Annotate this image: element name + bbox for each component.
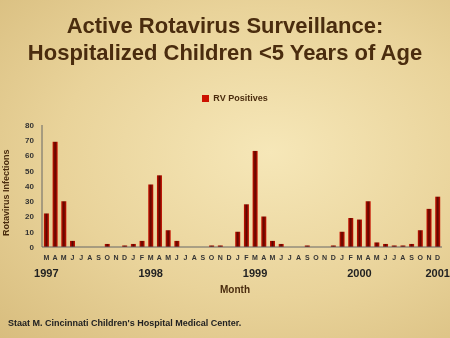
- svg-text:J: J: [340, 254, 344, 261]
- svg-text:M: M: [165, 254, 171, 261]
- svg-text:M: M: [61, 254, 67, 261]
- svg-text:20: 20: [25, 212, 34, 221]
- svg-text:N: N: [426, 254, 431, 261]
- svg-text:M: M: [148, 254, 154, 261]
- svg-text:A: A: [261, 254, 266, 261]
- svg-text:60: 60: [25, 151, 34, 160]
- svg-text:O: O: [104, 254, 110, 261]
- svg-text:J: J: [392, 254, 396, 261]
- svg-text:M: M: [43, 254, 49, 261]
- svg-text:2001: 2001: [425, 267, 442, 279]
- svg-text:F: F: [244, 254, 249, 261]
- svg-text:A: A: [53, 254, 58, 261]
- svg-text:10: 10: [25, 228, 34, 237]
- svg-text:A: A: [157, 254, 162, 261]
- svg-text:J: J: [175, 254, 179, 261]
- svg-text:M: M: [374, 254, 380, 261]
- svg-text:O: O: [418, 254, 424, 261]
- html-text:Month: Month: [220, 284, 250, 295]
- html-text:Staat M. Cincinnati Children's: Staat M. Cincinnati Children's Hospital …: [8, 318, 242, 328]
- svg-text:O: O: [313, 254, 319, 261]
- svg-text:N: N: [113, 254, 118, 261]
- svg-text:D: D: [122, 254, 127, 261]
- svg-text:F: F: [140, 254, 145, 261]
- svg-text:0: 0: [30, 243, 35, 252]
- svg-text:M: M: [252, 254, 258, 261]
- svg-text:A: A: [87, 254, 92, 261]
- svg-text:N: N: [322, 254, 327, 261]
- html-text:Hospitalized Children <5 Years: Hospitalized Children <5 Years of Age: [27, 40, 423, 65]
- svg-text:S: S: [96, 254, 101, 261]
- svg-text:A: A: [400, 254, 405, 261]
- svg-text:A: A: [192, 254, 197, 261]
- svg-text:F: F: [349, 254, 354, 261]
- svg-text:J: J: [131, 254, 135, 261]
- svg-text:80: 80: [25, 121, 34, 130]
- svg-text:S: S: [409, 254, 414, 261]
- svg-text:S: S: [201, 254, 206, 261]
- svg-text:J: J: [384, 254, 388, 261]
- svg-text:M: M: [270, 254, 276, 261]
- svg-text:70: 70: [25, 136, 34, 145]
- svg-text:J: J: [236, 254, 240, 261]
- svg-text:J: J: [184, 254, 188, 261]
- svg-text:1999: 1999: [243, 267, 267, 279]
- svg-text:A: A: [366, 254, 371, 261]
- svg-text:J: J: [79, 254, 83, 261]
- svg-text:D: D: [435, 254, 440, 261]
- svg-text:J: J: [70, 254, 74, 261]
- svg-text:J: J: [288, 254, 292, 261]
- svg-text:2000: 2000: [347, 267, 371, 279]
- svg-text:1998: 1998: [138, 267, 162, 279]
- svg-text:50: 50: [25, 167, 34, 176]
- svg-text:1997: 1997: [34, 267, 58, 279]
- svg-text:D: D: [331, 254, 336, 261]
- svg-text:M: M: [356, 254, 362, 261]
- svg-text:Rotavirus Infections: Rotavirus Infections: [8, 149, 11, 236]
- svg-text:30: 30: [25, 197, 34, 206]
- html-text:RV Positives: RV Positives: [213, 93, 268, 103]
- svg-text:O: O: [209, 254, 215, 261]
- svg-text:J: J: [279, 254, 283, 261]
- svg-text:A: A: [296, 254, 301, 261]
- svg-text:S: S: [305, 254, 310, 261]
- svg-text:40: 40: [25, 182, 34, 191]
- svg-text:N: N: [218, 254, 223, 261]
- svg-text:D: D: [226, 254, 231, 261]
- html-text:Active Rotavirus Surveillance:: Active Rotavirus Surveillance:: [66, 13, 384, 38]
